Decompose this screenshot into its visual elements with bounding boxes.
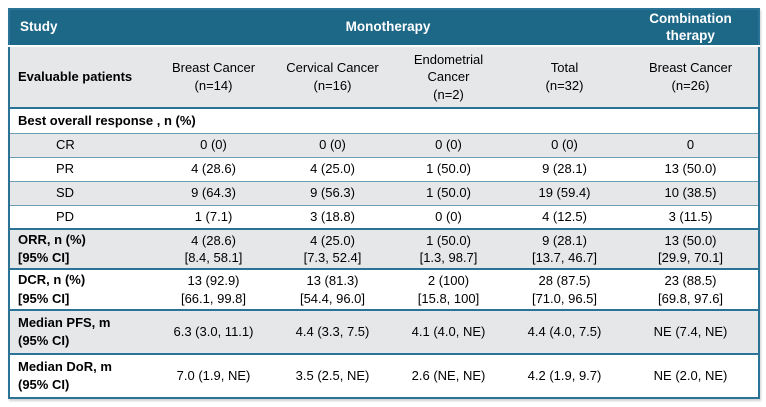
column-header-evaluable-patients: Evaluable patients: [9, 46, 153, 108]
cell: 4.1 (4.0, NE): [391, 308, 506, 354]
cell: 13 (50.0): [623, 156, 760, 181]
cell: 9 (28.1): [506, 156, 624, 181]
cell: 19 (59.4): [506, 180, 624, 205]
table-row-dcr: DCR, n (%) [95% CI] 13 (92.9) [66.1, 99.…: [9, 268, 760, 310]
cell: 0 (0): [391, 132, 506, 157]
cell: 4.2 (1.9, 9.7): [506, 352, 624, 398]
cell: 4.4 (3.3, 7.5): [274, 308, 391, 354]
column-header-cervical-cancer: Cervical Cancer (n=16): [274, 46, 391, 108]
row-label: CR: [9, 132, 153, 157]
cell: 0 (0): [391, 204, 506, 229]
cell: 1 (7.1): [153, 204, 274, 229]
cell: 4 (25.0): [274, 156, 391, 181]
cell: 13 (50.0) [29.9, 70.1]: [623, 227, 760, 270]
cell: 4 (28.6): [153, 156, 274, 181]
cell: 4.4 (4.0, 7.5): [506, 308, 624, 354]
cell: 0 (0): [506, 132, 624, 157]
section-title: Best overall response , n (%): [9, 107, 760, 133]
header-study: Study: [9, 9, 153, 47]
row-label: ORR, n (%) [95% CI]: [9, 227, 153, 270]
cell: 1 (50.0): [391, 156, 506, 181]
cell: NE (7.4, NE): [623, 308, 760, 354]
cell: 1 (50.0): [391, 180, 506, 205]
table-row-cr: CR 0 (0) 0 (0) 0 (0) 0 (0) 0: [9, 132, 760, 157]
cell: 28 (87.5) [71.0, 96.5]: [506, 268, 624, 310]
cell: 10 (38.5): [623, 180, 760, 205]
cell: 3.5 (2.5, NE): [274, 352, 391, 398]
table-row-pr: PR 4 (28.6) 4 (25.0) 1 (50.0) 9 (28.1) 1…: [9, 156, 760, 181]
row-label: DCR, n (%) [95% CI]: [9, 268, 153, 310]
row-label: PR: [9, 156, 153, 181]
cell: 23 (88.5) [69.8, 97.6]: [623, 268, 760, 310]
results-table: Study Monotherapy Combination therapy Ev…: [8, 8, 761, 399]
section-row-best-overall-response: Best overall response , n (%): [9, 107, 760, 133]
row-label: PD: [9, 204, 153, 229]
table-row-sd: SD 9 (64.3) 9 (56.3) 1 (50.0) 19 (59.4) …: [9, 180, 760, 205]
cell: 4 (28.6) [8.4, 58.1]: [153, 227, 274, 270]
column-header-breast-cancer-mono: Breast Cancer (n=14): [153, 46, 274, 108]
cell: 6.3 (3.0, 11.1): [153, 308, 274, 354]
cell: 13 (81.3) [54.4, 96.0]: [274, 268, 391, 310]
cell: 9 (56.3): [274, 180, 391, 205]
cell: 4 (12.5): [506, 204, 624, 229]
cell: 3 (18.8): [274, 204, 391, 229]
cell: 7.0 (1.9, NE): [153, 352, 274, 398]
cell: 9 (64.3): [153, 180, 274, 205]
cell: 2 (100) [15.8, 100]: [391, 268, 506, 310]
row-label: SD: [9, 180, 153, 205]
header-combination-therapy: Combination therapy: [623, 9, 760, 47]
row-label: Median PFS, m (95% CI): [9, 308, 153, 354]
cell: 13 (92.9) [66.1, 99.8]: [153, 268, 274, 310]
cell: 3 (11.5): [623, 204, 760, 229]
table-row-median-pfs: Median PFS, m (95% CI) 6.3 (3.0, 11.1) 4…: [9, 308, 760, 354]
header-band: Study Monotherapy Combination therapy: [9, 9, 760, 47]
row-label: Median DoR, m (95% CI): [9, 352, 153, 398]
cell: 2.6 (NE, NE): [391, 352, 506, 398]
cell: 0 (0): [274, 132, 391, 157]
header-monotherapy: Monotherapy: [153, 9, 624, 47]
cell: 1 (50.0) [1.3, 98.7]: [391, 227, 506, 270]
table-row-median-dor: Median DoR, m (95% CI) 7.0 (1.9, NE) 3.5…: [9, 352, 760, 398]
table-row-pd: PD 1 (7.1) 3 (18.8) 0 (0) 4 (12.5) 3 (11…: [9, 204, 760, 229]
column-header-breast-cancer-combo: Breast Cancer (n=26): [623, 46, 760, 108]
cell: 0: [623, 132, 760, 157]
column-header-row: Evaluable patients Breast Cancer (n=14) …: [9, 46, 760, 108]
cell: 9 (28.1) [13.7, 46.7]: [506, 227, 624, 270]
table-row-orr: ORR, n (%) [95% CI] 4 (28.6) [8.4, 58.1]…: [9, 227, 760, 270]
column-header-endometrial-cancer: Endometrial Cancer (n=2): [391, 46, 506, 108]
cell: 4 (25.0) [7.3, 52.4]: [274, 227, 391, 270]
cell: NE (2.0, NE): [623, 352, 760, 398]
column-header-total: Total (n=32): [506, 46, 624, 108]
cell: 0 (0): [153, 132, 274, 157]
